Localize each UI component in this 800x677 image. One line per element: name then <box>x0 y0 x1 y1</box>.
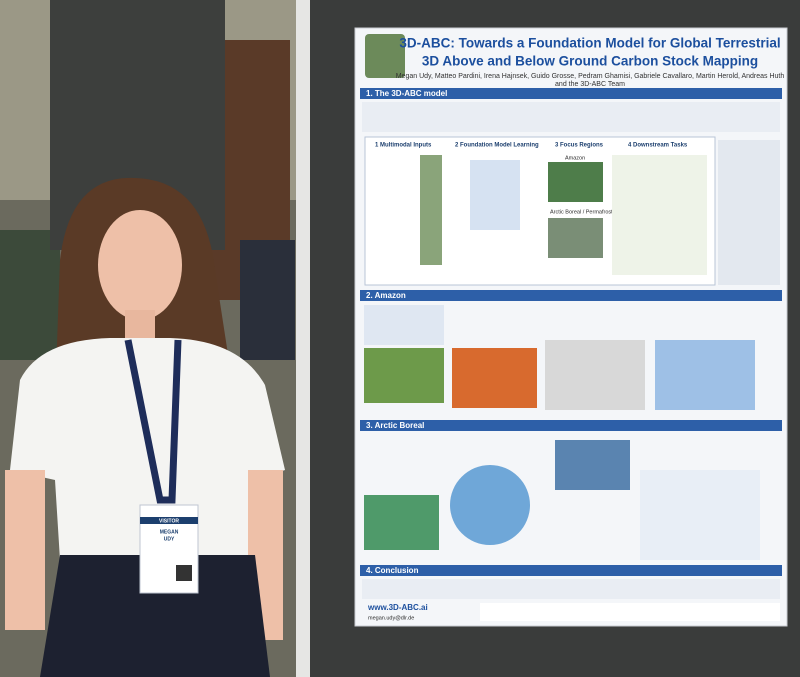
section-heading: 3. Arctic Boreal <box>366 421 424 430</box>
face <box>98 210 182 320</box>
step-label: 3 Focus Regions <box>555 143 604 149</box>
badge-band <box>140 517 198 524</box>
chart-image <box>640 470 760 560</box>
poster-title: 3D-ABC: Towards a Foundation Model for G… <box>399 36 780 51</box>
map-image <box>364 348 444 403</box>
logo <box>365 34 405 78</box>
pole <box>296 0 310 677</box>
image-strip <box>420 155 442 265</box>
section-heading: 2. Amazon <box>366 291 406 300</box>
section-bar <box>360 290 782 301</box>
footer-email: megan.udy@dlr.de <box>368 615 414 621</box>
map-image <box>450 465 530 545</box>
step-label: 2 Foundation Model Learning <box>455 143 539 149</box>
text-block <box>362 579 780 599</box>
footer-url: www.3D-ABC.ai <box>367 603 428 612</box>
authors: Megan Udy, Matteo Pardini, Irena Hajnsek… <box>396 73 785 80</box>
region-label: Arctic Boreal / Permafrost <box>550 209 613 215</box>
arm <box>5 470 45 630</box>
map-image <box>452 348 537 408</box>
badge-name: MEGAN <box>160 529 179 535</box>
step-label: 4 Downstream Tasks <box>628 143 688 149</box>
region-label: Amazon <box>565 155 585 161</box>
map-image <box>555 440 630 490</box>
authors: and the 3D-ABC Team <box>555 81 625 88</box>
partner-logos <box>480 603 780 621</box>
section-bar <box>360 565 782 576</box>
status-box <box>718 140 780 285</box>
badge-name: UDY <box>164 536 175 542</box>
region-image <box>548 218 603 258</box>
text-block <box>364 305 444 345</box>
lanyard <box>124 339 182 504</box>
section-heading: 4. Conclusion <box>366 566 419 575</box>
map-image <box>364 495 439 550</box>
badge-label: VISITOR <box>159 518 179 524</box>
text-block <box>362 102 780 132</box>
skirt <box>40 555 270 677</box>
background-person <box>240 240 295 360</box>
qr-code <box>176 565 192 581</box>
step-label: 1 Multimodal Inputs <box>375 143 432 149</box>
model-box <box>470 160 520 230</box>
poster-title: 3D Above and Below Ground Carbon Stock M… <box>422 54 758 69</box>
map-image <box>655 340 755 410</box>
poster: 3D-ABC: Towards a Foundation Model for G… <box>354 27 788 627</box>
background-person <box>0 230 60 360</box>
region-image <box>548 162 603 202</box>
map-image <box>545 340 645 410</box>
section-bar <box>360 88 782 99</box>
person: VISITOR MEGAN UDY <box>5 177 285 677</box>
task-grid <box>612 155 707 275</box>
section-heading: 1. The 3D-ABC model <box>366 89 447 98</box>
section-bar <box>360 420 782 431</box>
